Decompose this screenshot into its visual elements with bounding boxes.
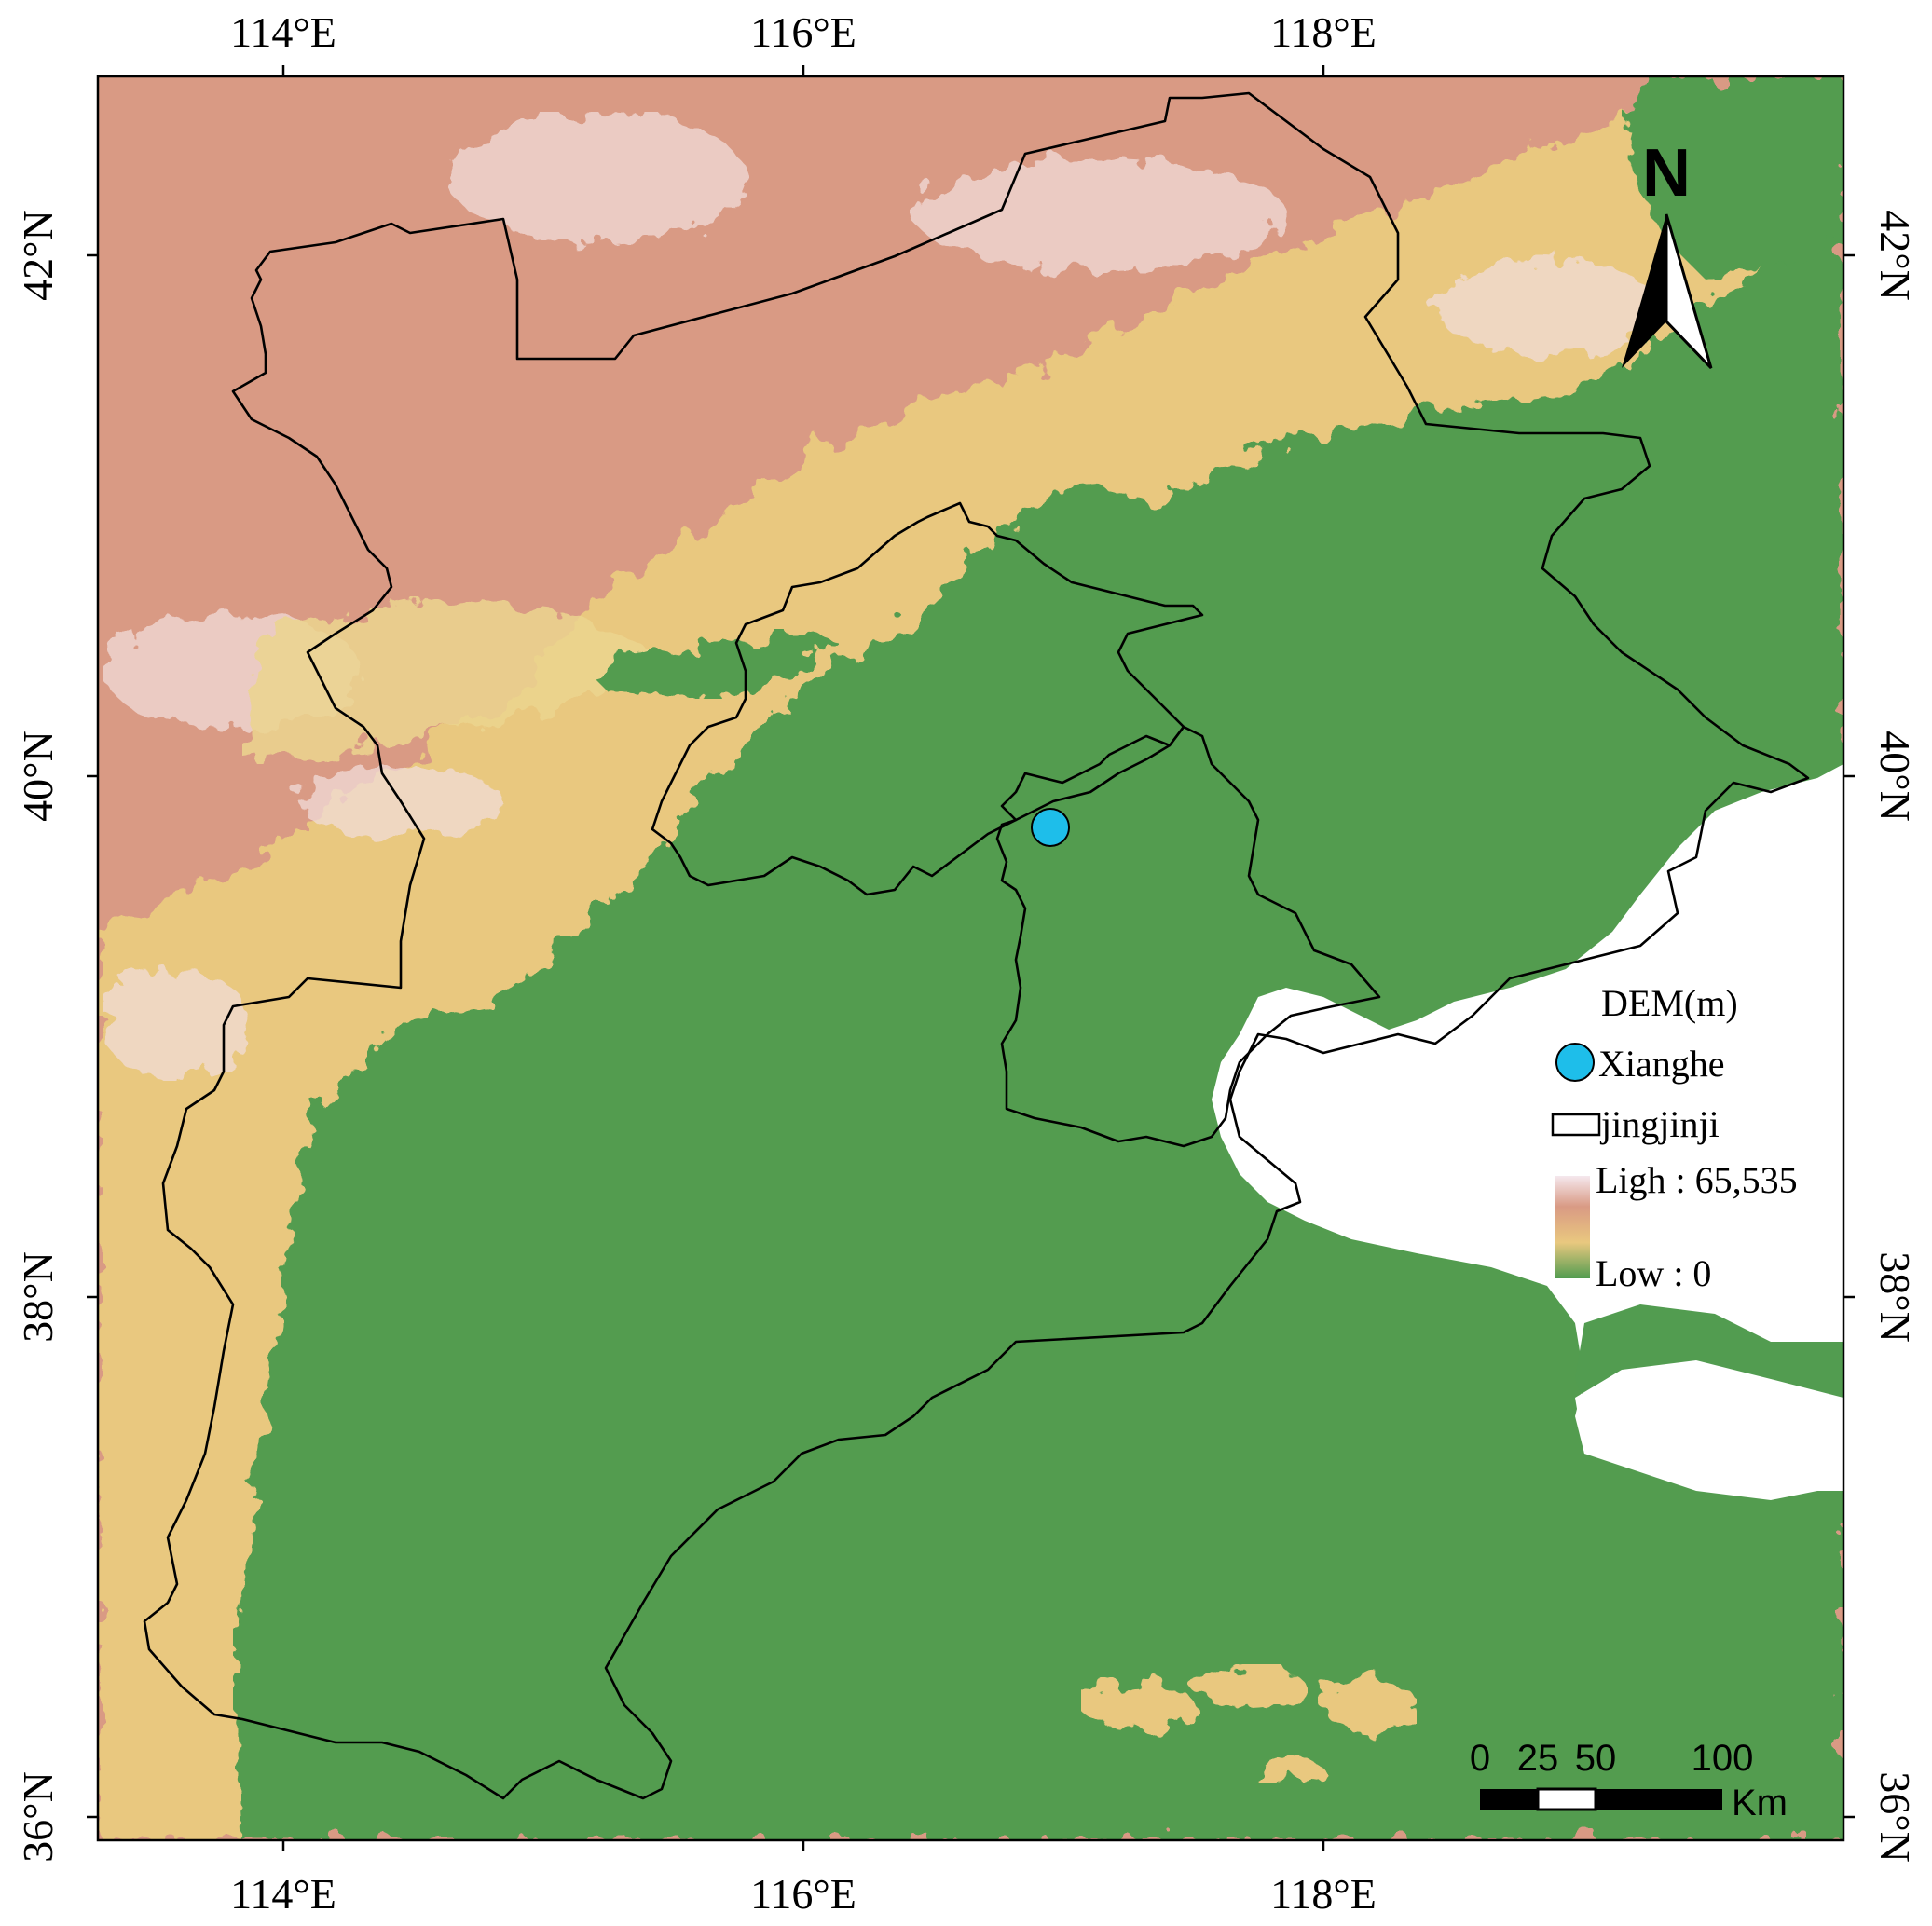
beijing-boundary bbox=[651, 501, 1204, 896]
x-tick-label-bottom: 118°E bbox=[1270, 1870, 1377, 1918]
north-arrow-icon: N bbox=[1622, 136, 1713, 370]
y-tick-label-left: 38°N bbox=[14, 1251, 62, 1343]
scale-bar: 0 25 50 100 Km bbox=[1470, 1738, 1788, 1824]
southern-hills bbox=[1081, 1664, 1417, 1783]
y-tick-label-right: 42°N bbox=[1871, 210, 1919, 301]
y-tick-label-left: 42°N bbox=[14, 210, 62, 301]
scale-label: 25 bbox=[1517, 1738, 1559, 1779]
y-tick-label-right: 38°N bbox=[1871, 1251, 1919, 1343]
map-border bbox=[96, 75, 1845, 1842]
x-tick-label-top: 116°E bbox=[750, 8, 856, 56]
legend-color-ramp bbox=[1555, 1176, 1590, 1278]
jingjinji-boundary bbox=[143, 91, 1810, 1800]
x-tick-label-top: 114°E bbox=[230, 8, 336, 56]
x-tick-label-top: 118°E bbox=[1270, 8, 1377, 56]
scale-label: 50 bbox=[1575, 1738, 1617, 1779]
valley-band bbox=[242, 596, 652, 764]
y-tick-label-right: 40°N bbox=[1871, 731, 1919, 822]
y-tick-label-right: 36°N bbox=[1871, 1771, 1919, 1863]
legend-low-label: Low : 0 bbox=[1596, 1252, 1711, 1294]
legend-point-symbol bbox=[1555, 1043, 1595, 1082]
legend-point-label: Xianghe bbox=[1598, 1043, 1725, 1085]
y-ticks bbox=[87, 253, 1855, 1819]
basin-lowland bbox=[587, 629, 839, 699]
y-tick-label-left: 36°N bbox=[14, 1771, 62, 1863]
north-label: N bbox=[1642, 136, 1691, 211]
map-frame bbox=[98, 76, 1843, 1840]
lowland-plain bbox=[233, 224, 1843, 1840]
legend-title: DEM(m) bbox=[1601, 982, 1738, 1024]
legend: DEM(m) Xianghe jingjinji Ligh : 65,535 L… bbox=[1551, 982, 1798, 1294]
scale-unit: Km bbox=[1732, 1783, 1788, 1824]
legend-high-label: Ligh : 65,535 bbox=[1596, 1159, 1798, 1201]
legend-boundary-symbol bbox=[1551, 1113, 1601, 1137]
scale-label: 100 bbox=[1692, 1738, 1754, 1779]
x-tick-label-bottom: 116°E bbox=[750, 1870, 856, 1918]
x-ticks bbox=[281, 65, 1325, 1851]
xianghe-point-marker[interactable] bbox=[1031, 808, 1070, 847]
scale-label: 0 bbox=[1470, 1738, 1490, 1779]
northeast-lowland bbox=[1622, 76, 1843, 280]
legend-boundary-label: jingjinji bbox=[1599, 1103, 1720, 1145]
sea-laizhou-bay bbox=[1575, 1360, 1843, 1491]
tianjin-boundary bbox=[995, 725, 1381, 1148]
y-tick-label-left: 40°N bbox=[14, 731, 62, 822]
x-tick-label-bottom: 114°E bbox=[230, 1870, 336, 1918]
